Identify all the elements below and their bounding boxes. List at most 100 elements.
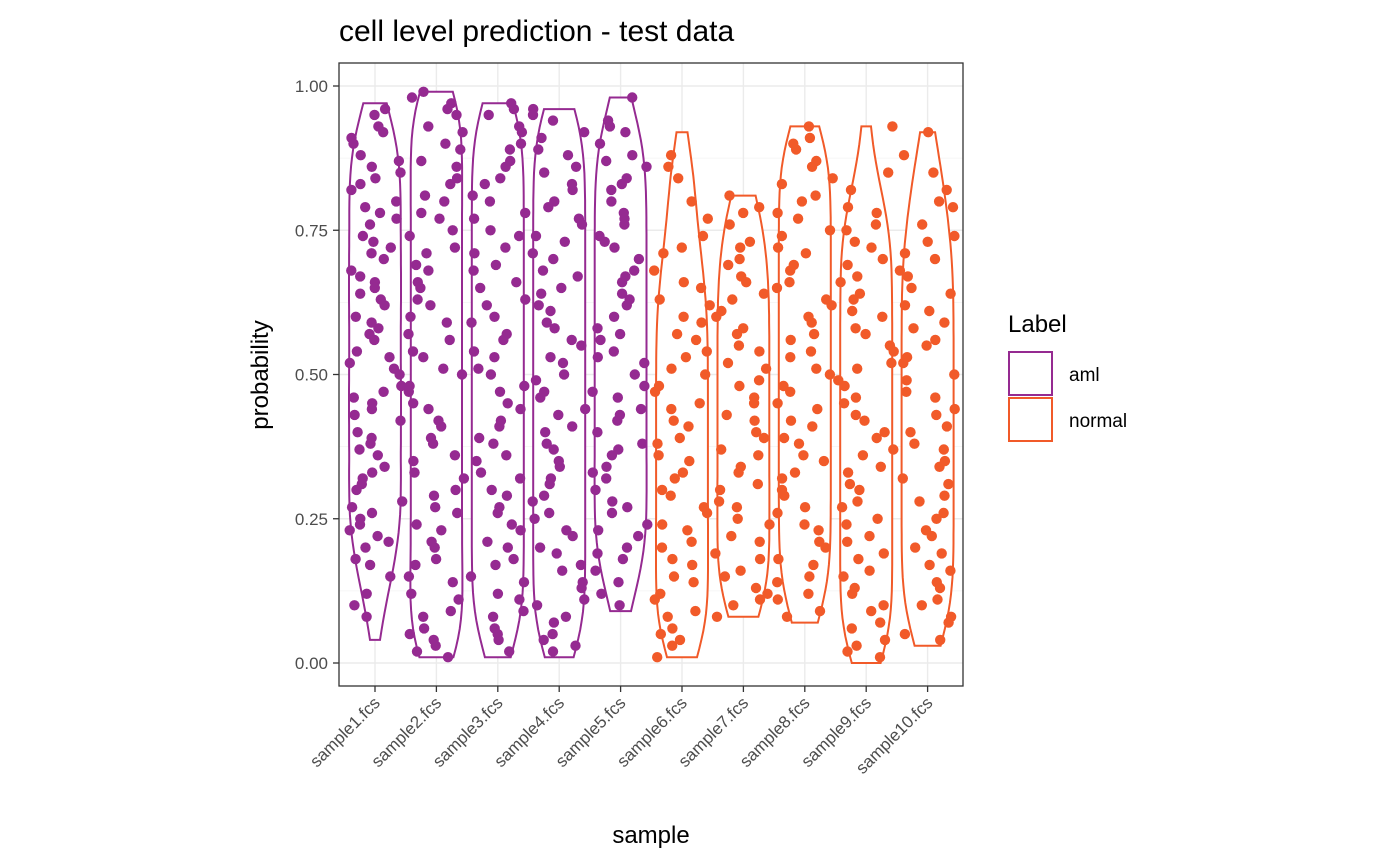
data-point (355, 150, 366, 161)
data-point (758, 288, 770, 299)
data-point (576, 340, 587, 351)
data-point (548, 617, 560, 628)
data-point (864, 530, 875, 542)
data-point (687, 559, 698, 571)
x-axis: sample1.fcssample2.fcssample3.fcssample4… (306, 686, 936, 778)
data-point (938, 507, 949, 519)
data-point (733, 340, 745, 351)
data-point (515, 525, 526, 536)
data-point (799, 502, 811, 513)
data-point (811, 155, 822, 167)
data-point (694, 398, 705, 409)
data-point (449, 242, 461, 253)
data-point (493, 634, 504, 646)
data-point (683, 421, 694, 432)
data-point (847, 588, 858, 599)
data-point (466, 317, 477, 328)
data-point (665, 490, 676, 501)
data-point (482, 536, 493, 547)
data-point (442, 652, 454, 663)
data-point (678, 311, 689, 322)
data-point (484, 196, 496, 207)
data-point (897, 473, 908, 484)
data-point (366, 507, 378, 519)
data-point (773, 553, 784, 565)
data-point (914, 496, 925, 507)
data-point (673, 173, 684, 184)
data-point (367, 467, 378, 478)
data-point (354, 444, 365, 455)
data-point (418, 611, 429, 622)
data-point (637, 438, 648, 449)
data-point (562, 150, 574, 161)
data-point (949, 403, 960, 415)
data-point (678, 277, 689, 288)
data-point (905, 427, 916, 438)
data-point (633, 253, 645, 265)
data-point (714, 484, 726, 496)
data-point (655, 588, 666, 599)
data-point (772, 594, 783, 605)
y-tick-label: 0.25 (295, 510, 328, 529)
data-point (845, 184, 857, 196)
data-point (391, 213, 402, 224)
data-point (803, 588, 814, 599)
data-point (754, 346, 765, 357)
data-point (405, 311, 416, 322)
data-point (416, 155, 427, 167)
data-point (629, 265, 640, 276)
legend-key-normal (1008, 397, 1053, 442)
data-point (561, 525, 572, 536)
data-point (844, 478, 856, 490)
data-point (808, 559, 819, 571)
data-point (838, 571, 849, 582)
data-point (533, 144, 544, 155)
data-point (639, 357, 650, 369)
data-point (812, 403, 823, 415)
data-point (407, 346, 419, 357)
data-point (489, 311, 500, 322)
data-point (850, 392, 862, 403)
data-point (633, 530, 644, 542)
data-point (836, 502, 848, 513)
data-point (534, 542, 546, 553)
data-point (539, 386, 550, 397)
data-point (430, 553, 442, 565)
data-point (846, 623, 857, 634)
data-point (385, 571, 396, 582)
data-point (635, 403, 647, 415)
data-point (656, 542, 668, 553)
data-point (473, 363, 484, 374)
data-point (451, 109, 462, 121)
data-point (874, 652, 886, 663)
data-point (793, 438, 805, 449)
data-point (655, 628, 666, 640)
data-point (921, 340, 932, 351)
data-point (374, 207, 386, 219)
data-point (852, 496, 863, 507)
data-point (785, 334, 796, 346)
data-point (771, 282, 783, 294)
data-point (474, 432, 485, 444)
data-point (423, 121, 434, 132)
data-point (442, 103, 453, 115)
data-point (724, 219, 735, 230)
data-point (351, 346, 363, 357)
data-point (629, 369, 640, 380)
data-point (613, 577, 624, 588)
data-point (848, 294, 859, 305)
data-point (545, 305, 556, 317)
data-point (666, 403, 677, 415)
data-point (871, 207, 882, 219)
data-point (495, 415, 507, 426)
data-point (529, 513, 540, 524)
data-point (606, 184, 617, 196)
data-point (557, 565, 568, 576)
data-point (467, 190, 478, 201)
data-point (556, 282, 567, 294)
data-point (449, 450, 461, 461)
data-point (566, 178, 578, 190)
data-point (346, 502, 358, 513)
data-point (901, 352, 913, 363)
data-point (592, 548, 603, 559)
